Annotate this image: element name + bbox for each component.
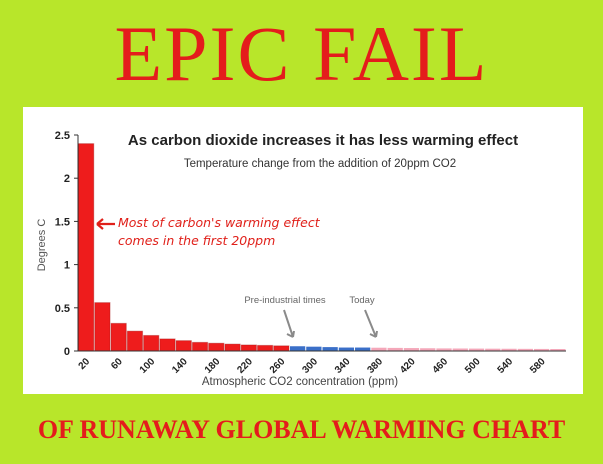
- annotation-pre-industrial: Pre-industrial times: [244, 295, 326, 306]
- y-tick-label-0: 0: [64, 346, 70, 358]
- bar-280: [289, 346, 306, 351]
- y-tick-label-1: 1: [64, 260, 70, 272]
- bar-420: [403, 348, 420, 351]
- x-tick-label-500: 500: [463, 356, 483, 376]
- bar-180: [208, 342, 225, 352]
- y-tick-label-2.5: 2.5: [55, 130, 70, 142]
- bar-300: [306, 346, 322, 351]
- x-tick-label-60: 60: [109, 356, 125, 372]
- x-tick-label-300: 300: [300, 356, 320, 376]
- x-tick-label-460: 460: [431, 356, 451, 376]
- y-tick-label-0.5: 0.5: [55, 303, 70, 315]
- x-tick-label-100: 100: [138, 356, 158, 376]
- chart-subtitle: Temperature change from the addition of …: [184, 158, 456, 170]
- x-axis-label: Atmospheric CO2 concentration (ppm): [202, 376, 398, 388]
- chart-title: As carbon dioxide increases it has less …: [128, 132, 518, 149]
- y-axis: 0 0.5 1 1.5 2 2.5: [55, 130, 79, 358]
- bar-120: [159, 338, 176, 352]
- y-tick-label-1.5: 1.5: [55, 216, 70, 228]
- bar-440: [420, 348, 436, 351]
- bar-320: [322, 347, 338, 351]
- chart-panel: 0 0.5 1 1.5 2 2.5 20 60 100 140 180 220 260 300 340 38…: [23, 107, 583, 394]
- bar-500: [468, 348, 485, 351]
- bar-480: [452, 348, 468, 351]
- bar-240: [256, 344, 274, 352]
- annotation-first-20ppm-line1: Most of carbon's warming effect: [118, 215, 321, 230]
- bar-40: [94, 302, 111, 352]
- annotations-group: Most of carbon's warming effect comes in…: [96, 215, 378, 338]
- bar-80: [126, 330, 144, 352]
- x-tick-label-340: 340: [333, 356, 353, 376]
- x-tick-label-220: 220: [235, 356, 255, 376]
- y-tick-label-2: 2: [64, 173, 70, 185]
- bar-360: [355, 347, 371, 351]
- bar-100: [143, 334, 160, 352]
- bar-520: [485, 348, 501, 351]
- x-tick-label-20: 20: [77, 356, 93, 372]
- bar-160: [191, 341, 209, 352]
- bar-540: [501, 348, 517, 351]
- today-arrow: [364, 309, 378, 338]
- bar-140: [175, 340, 192, 352]
- bar-600: [550, 349, 566, 351]
- x-tick-label-180: 180: [203, 356, 223, 376]
- pre-industrial-arrow: [283, 309, 295, 338]
- x-tick-label-380: 380: [365, 356, 385, 376]
- x-tick-label-580: 580: [528, 356, 548, 376]
- bar-20: [78, 143, 95, 352]
- bar-220: [240, 344, 257, 352]
- annotation-today: Today: [349, 295, 375, 306]
- x-axis: 20 60 100 140 180 220 260 300 340 380 420 460 500 540…: [77, 350, 566, 376]
- bar-200: [224, 343, 241, 352]
- co2-warming-chart: 0 0.5 1 1.5 2 2.5 20 60 100 140 180 220 260 300 340 38…: [36, 130, 566, 388]
- y-axis-label: Degrees C: [36, 219, 48, 272]
- bar-60: [110, 322, 127, 352]
- x-tick-label-540: 540: [496, 356, 516, 376]
- bar-560: [517, 348, 533, 351]
- bar-460: [436, 348, 452, 351]
- bar-380: [371, 347, 387, 351]
- epic-fail-title: EPIC FAIL: [114, 10, 489, 97]
- bar-340: [338, 347, 355, 351]
- annotation-red-arrow: [96, 218, 115, 230]
- x-tick-label-420: 420: [398, 356, 418, 376]
- x-tick-label-260: 260: [268, 356, 288, 376]
- x-tick-label-140: 140: [170, 356, 190, 376]
- bar-580: [533, 348, 550, 351]
- runaway-chart-subtitle: OF RUNAWAY GLOBAL WARMING CHART: [37, 415, 566, 444]
- bar-400: [387, 347, 403, 351]
- bar-260: [273, 345, 290, 352]
- annotation-first-20ppm-line2: comes in the first 20ppm: [118, 233, 275, 248]
